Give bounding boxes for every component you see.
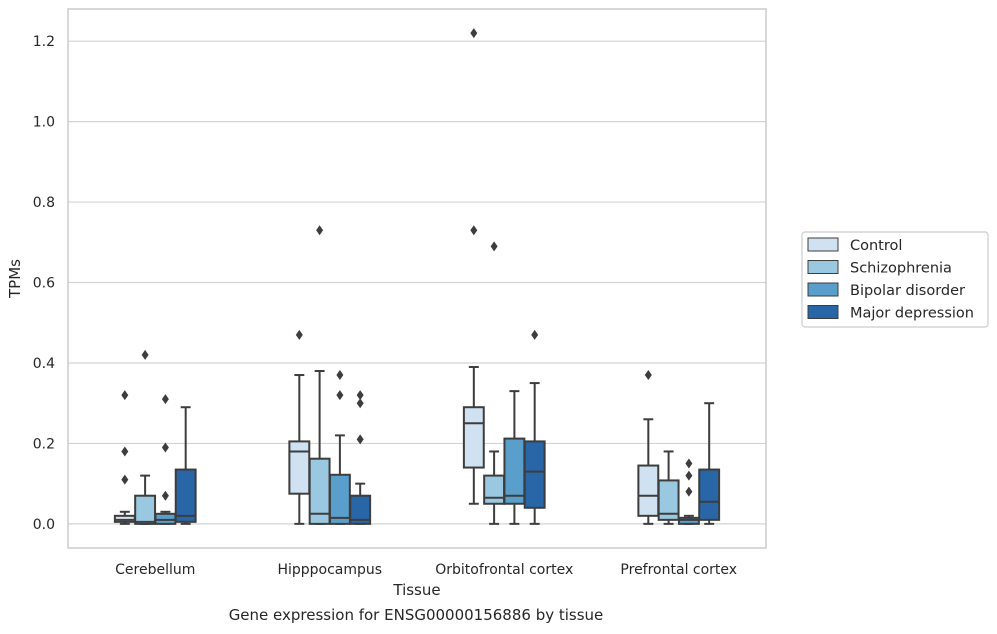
- box-iqr: [134, 494, 157, 525]
- outlier-point: [685, 470, 693, 481]
- grid-lines: [68, 40, 766, 525]
- outlier-point: [685, 458, 693, 469]
- box-major-depression: [349, 390, 372, 525]
- x-tick-label: Orbitofrontal cortex: [435, 562, 573, 578]
- box-iqr: [288, 440, 311, 495]
- y-tick-label: 0.0: [33, 517, 55, 533]
- outlier-point: [336, 390, 344, 401]
- legend-swatch: [807, 237, 839, 252]
- outlier-point: [161, 442, 169, 453]
- y-tick-label: 1.2: [33, 34, 55, 50]
- box-schizophrenia: [657, 450, 680, 525]
- plot-area-frame: [67, 8, 767, 549]
- box-bipolar-disorder: [677, 458, 700, 525]
- box-major-depression: [174, 406, 197, 525]
- box-control: [288, 329, 311, 525]
- outlier-point: [356, 390, 364, 401]
- outlier-point: [121, 390, 129, 401]
- x-axis-label: Tissue: [392, 581, 440, 599]
- figure-caption: Gene expression for ENSG00000156886 by t…: [228, 606, 604, 624]
- outlier-point: [295, 329, 303, 340]
- box-iqr: [154, 512, 177, 525]
- box-control: [462, 28, 485, 505]
- legend: Control Schizophrenia Bipolar disorder Majo…: [801, 231, 989, 328]
- box-iqr: [349, 494, 372, 525]
- outlier-point: [121, 474, 129, 485]
- legend-swatch: [807, 260, 839, 274]
- outlier-point: [470, 28, 478, 39]
- box-iqr: [657, 479, 680, 521]
- outlier-point: [644, 370, 652, 381]
- box-iqr: [698, 468, 721, 521]
- outlier-point: [161, 394, 169, 405]
- legend-frame: [801, 231, 989, 328]
- outlier-point: [490, 241, 498, 252]
- box-schizophrenia: [483, 241, 506, 525]
- x-tick-label: Prefrontal cortex: [620, 562, 737, 578]
- box-major-depression: [698, 402, 721, 525]
- outlier-point: [685, 486, 693, 497]
- outlier-point: [316, 225, 324, 236]
- box-iqr: [483, 474, 506, 505]
- legend-label: Schizophrenia: [850, 261, 952, 277]
- box-iqr: [174, 468, 197, 523]
- y-tick-label: 0.2: [33, 436, 55, 452]
- box-iqr: [637, 464, 660, 517]
- box-schizophrenia: [308, 225, 331, 525]
- y-tick-label: 0.8: [33, 195, 55, 211]
- x-tick-label: Hipppocampus: [277, 562, 382, 578]
- box-iqr: [677, 516, 700, 525]
- y-axis-ticks: 0.0 0.2 0.4 0.6 0.8 1.0 1.2: [33, 34, 55, 533]
- box-iqr: [523, 440, 546, 509]
- y-tick-label: 0.4: [33, 356, 55, 372]
- legend-label: Major depression: [850, 306, 974, 322]
- y-tick-label: 1.0: [33, 115, 55, 131]
- outlier-point: [141, 349, 149, 360]
- box-iqr: [462, 406, 485, 469]
- outlier-point: [121, 446, 129, 457]
- legend-swatch: [807, 305, 839, 319]
- legend-label: Bipolar disorder: [850, 283, 965, 299]
- box-major-depression: [523, 329, 546, 525]
- outlier-point: [356, 398, 364, 409]
- box-iqr: [113, 514, 136, 523]
- outlier-point: [531, 329, 539, 340]
- outlier-point: [161, 490, 169, 501]
- outlier-point: [336, 370, 344, 381]
- box-bipolar-disorder: [503, 390, 526, 525]
- box-iqr: [328, 473, 351, 525]
- box-iqr: [503, 437, 526, 505]
- legend-label: Control: [850, 238, 902, 254]
- x-tick-label: Cerebellum: [115, 562, 195, 578]
- box-bipolar-disorder: [154, 394, 177, 525]
- legend-swatch: [807, 282, 839, 297]
- outlier-point: [470, 225, 478, 236]
- box-groups: [113, 28, 721, 525]
- y-tick-label: 0.6: [33, 276, 55, 292]
- box-bipolar-disorder: [328, 370, 351, 525]
- box-control: [113, 390, 136, 525]
- outlier-point: [356, 434, 364, 445]
- box-control: [637, 370, 660, 525]
- y-axis-label: TPMs: [6, 259, 24, 299]
- x-axis-ticks: Cerebellum Hipppocampus Orbitofrontal cort…: [115, 562, 737, 578]
- box-schizophrenia: [134, 349, 157, 525]
